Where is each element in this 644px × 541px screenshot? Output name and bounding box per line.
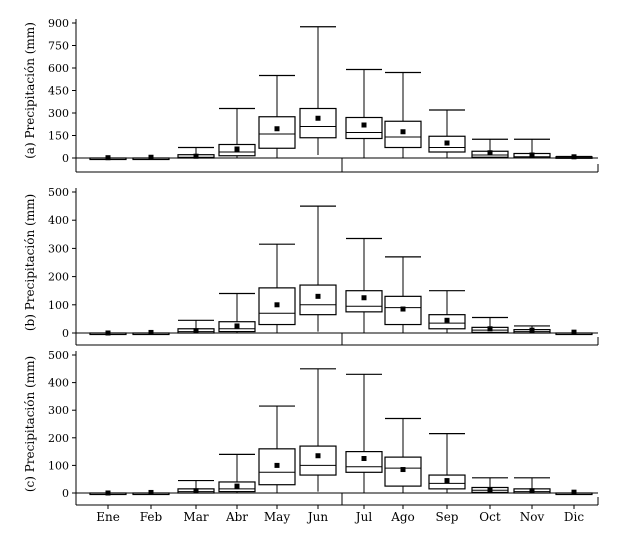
panel-a-box-ago-iqr-box [384, 120, 422, 149]
panel-c-box-abr-mean-marker [234, 483, 240, 489]
panel-b-box-mar-mean-marker [193, 328, 199, 334]
panel-b-y-tick-label: 0 [62, 327, 69, 340]
panel-a-y-tick-label: 150 [48, 130, 69, 143]
panel-b-box-oct-mean-marker [487, 326, 493, 332]
panel-c-box-oct-mean-marker [487, 487, 493, 493]
panel-a-ylabel: (a) Precipitación (mm) [23, 22, 37, 159]
panel-c-ylabel: (c) Precipitación (mm) [23, 356, 37, 492]
panel-b-y-tick-label: 300 [48, 242, 69, 255]
panel-b-box-jul-iqr-box [345, 290, 383, 313]
panel-a-box-jun-iqr-box [299, 107, 337, 139]
panel-c-box-feb-mean-marker [148, 489, 154, 495]
panel-c-box-jun-mean-marker [315, 453, 321, 459]
panel-b-box-abr-mean-marker [234, 323, 240, 329]
panel-b-ylabel: (b) Precipitación (mm) [23, 194, 37, 331]
panel-a-box-jun-mean-marker [315, 115, 321, 121]
panel-a-box-may-mean-marker [274, 126, 280, 132]
panel-c-box-jul-mean-marker [361, 456, 367, 461]
x-tick-label-may: May [264, 510, 290, 524]
panel-c-box-jul-iqr-box [345, 451, 383, 473]
panel-a-box-jul-mean-marker [361, 122, 367, 128]
panel-a-y-tick-label: 750 [48, 40, 69, 53]
panel-b-box-jul-mean-marker [361, 295, 367, 301]
panel-a-y-tick-label: 450 [48, 85, 69, 98]
panel-b-box-ene-mean-marker [105, 330, 111, 336]
x-tick-label-mar: Mar [183, 510, 208, 524]
panel-a-y-tick-label: 300 [48, 107, 69, 120]
panel-c-box-ene-mean-marker [105, 490, 111, 496]
x-tick-label-sep: Sep [435, 510, 458, 524]
panel-c-y-tick-label: 300 [48, 404, 69, 417]
x-tick-label-jun: Jun [306, 510, 329, 524]
panel-c-y-tick-label: 100 [48, 459, 69, 472]
panel-b-box-ago-mean-marker [400, 306, 406, 312]
panel-c-y-tick-label: 500 [48, 349, 69, 362]
panel-c-box-dic-mean-marker [571, 489, 577, 495]
panel-a-box-feb-mean-marker [148, 154, 154, 160]
panel-c-y-tick-label: 400 [48, 377, 69, 390]
x-tick-label-jul: Jul [354, 510, 373, 524]
panel-a-y-tick-label: 600 [48, 62, 69, 75]
x-tick-label-nov: Nov [520, 510, 545, 524]
panel-b-box-sep-mean-marker [444, 317, 450, 323]
panel-b-box-nov-mean-marker [529, 327, 535, 333]
panel-b-box-dic-mean-marker [571, 329, 577, 335]
panel-b-box-feb-mean-marker [148, 329, 154, 335]
panel-b-box-jun-mean-marker [315, 293, 321, 299]
x-tick-label-abr: Abr [225, 510, 248, 524]
panel-a-box-mar-mean-marker [193, 153, 199, 159]
panel-b-y-tick-label: 500 [48, 186, 69, 199]
panel-b-y-tick-label: 200 [48, 271, 69, 284]
x-tick-label-ago: Ago [390, 510, 415, 524]
panel-b-box-may-mean-marker [274, 302, 280, 308]
panel-c-box-mar-mean-marker [193, 488, 199, 494]
panel-c-box-sep-mean-marker [444, 478, 450, 484]
panel-b-y-tick-label: 100 [48, 299, 69, 312]
x-tick-label-dic: Dic [564, 510, 584, 524]
x-tick-label-feb: Feb [140, 510, 163, 524]
panel-a-box-dic-mean-marker [571, 154, 577, 160]
panel-c-box-may-mean-marker [274, 462, 280, 468]
panel-a-box-abr-mean-marker [234, 146, 240, 152]
panel-c-box-ago-mean-marker [400, 467, 406, 473]
panel-a-box-oct-mean-marker [487, 150, 493, 156]
x-tick-label-ene: Ene [96, 510, 120, 524]
panel-a-box-may-iqr-box [258, 116, 296, 149]
x-tick-label-oct: Oct [479, 510, 501, 524]
panel-b-box-jun-iqr-box [299, 284, 337, 316]
panel-c-box-nov-mean-marker [529, 488, 535, 494]
panel-a-y-tick-label: 0 [62, 152, 69, 165]
panel-a-y-tick-label: 900 [48, 17, 69, 30]
panel-c-y-tick-label: 0 [62, 487, 69, 500]
panel-a-box-nov-mean-marker [529, 152, 535, 158]
panel-a-box-jul-iqr-box [345, 116, 383, 140]
panel-b-y-tick-label: 400 [48, 214, 69, 227]
panel-a-box-sep-mean-marker [444, 140, 450, 146]
panel-a-box-ago-mean-marker [400, 129, 406, 135]
panel-c-box-jun-iqr-box [299, 445, 337, 476]
panel-a-box-ene-mean-marker [105, 155, 111, 161]
panel-c-y-tick-label: 200 [48, 432, 69, 445]
